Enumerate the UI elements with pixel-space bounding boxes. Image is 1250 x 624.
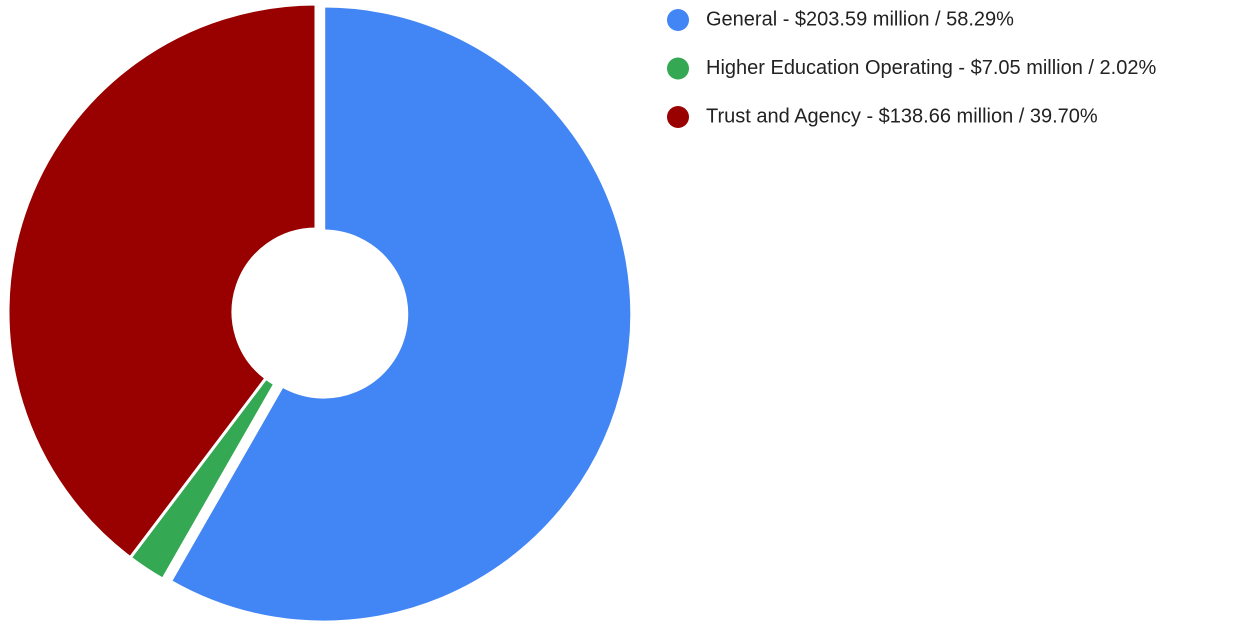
slice <box>168 4 634 624</box>
legend-swatch <box>667 106 689 128</box>
donut-hole <box>233 229 399 395</box>
legend-label: Trust and Agency - $138.66 million / 39.… <box>706 105 1098 127</box>
legend-label: General - $203.59 million / 58.29% <box>706 8 1014 30</box>
legend-label: Higher Education Operating - $7.05 milli… <box>706 57 1156 79</box>
legend-swatch <box>667 9 689 31</box>
legend-swatch <box>667 57 689 80</box>
